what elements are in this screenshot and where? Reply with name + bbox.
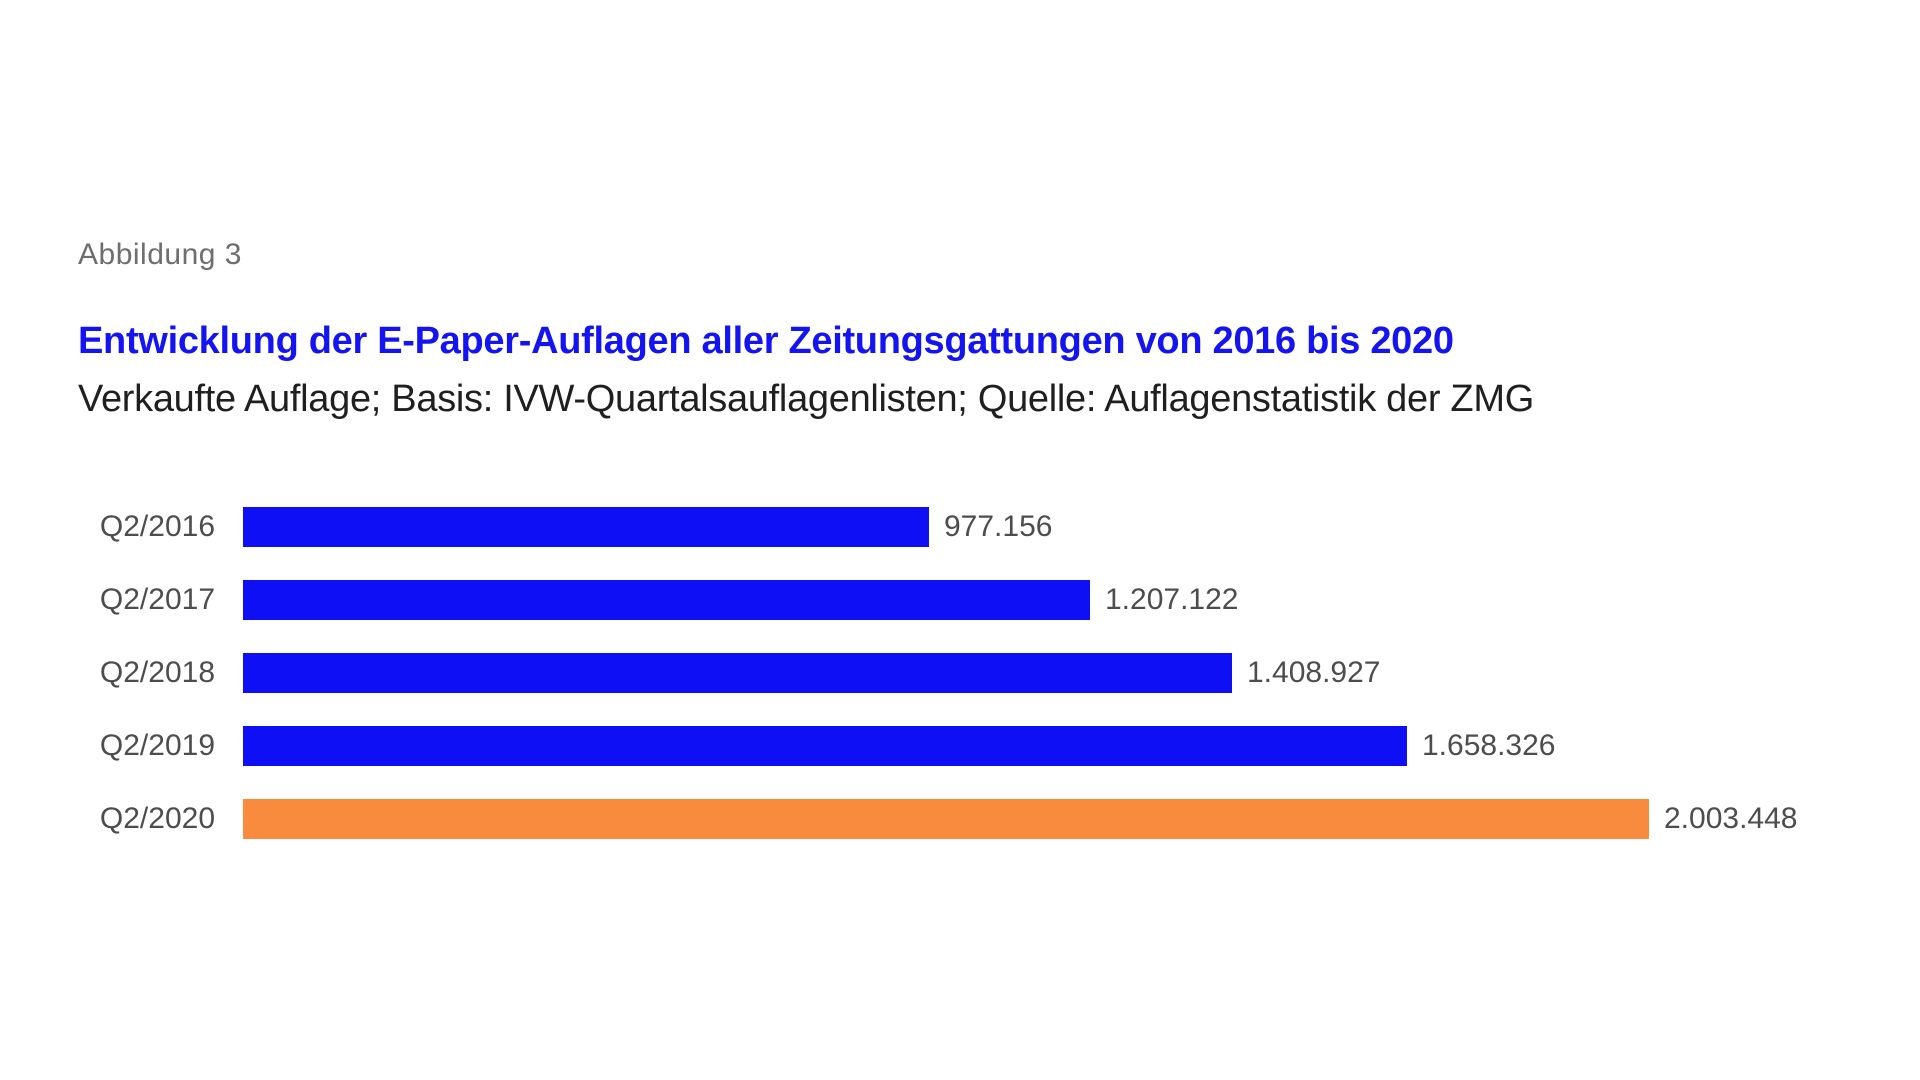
data-bar	[243, 726, 1407, 766]
bar-row: Q2/2018 1.408.927	[78, 653, 1878, 693]
chart-subtitle: Verkaufte Auflage; Basis: IVW-Quartalsau…	[78, 378, 1534, 420]
data-bar	[243, 653, 1232, 693]
value-label: 2.003.448	[1664, 802, 1798, 835]
bar-row: Q2/2017 1.207.122	[78, 580, 1878, 620]
category-label: Q2/2020	[99, 802, 215, 835]
value-label: 1.658.326	[1422, 729, 1556, 762]
value-label: 977.156	[944, 510, 1053, 543]
figure-label: Abbildung 3	[78, 238, 242, 271]
bar-row: Q2/2019 1.658.326	[78, 726, 1878, 766]
category-label: Q2/2017	[99, 583, 215, 616]
bar-chart: Q2/2016 977.156 Q2/2017 1.207.122 Q2/2018 1.4…	[78, 507, 1878, 839]
bar-row: Q2/2016 977.156	[78, 507, 1878, 547]
value-label: 1.408.927	[1247, 656, 1381, 689]
category-label: Q2/2019	[99, 729, 215, 762]
value-label: 1.207.122	[1105, 583, 1239, 616]
data-bar	[243, 799, 1649, 839]
category-label: Q2/2018	[99, 656, 215, 689]
bar-row: Q2/2020 2.003.448	[78, 799, 1878, 839]
data-bar	[243, 507, 929, 547]
data-bar	[243, 580, 1090, 620]
category-label: Q2/2016	[99, 510, 215, 543]
chart-title: Entwicklung der E-Paper-Auflagen aller Z…	[78, 320, 1454, 362]
